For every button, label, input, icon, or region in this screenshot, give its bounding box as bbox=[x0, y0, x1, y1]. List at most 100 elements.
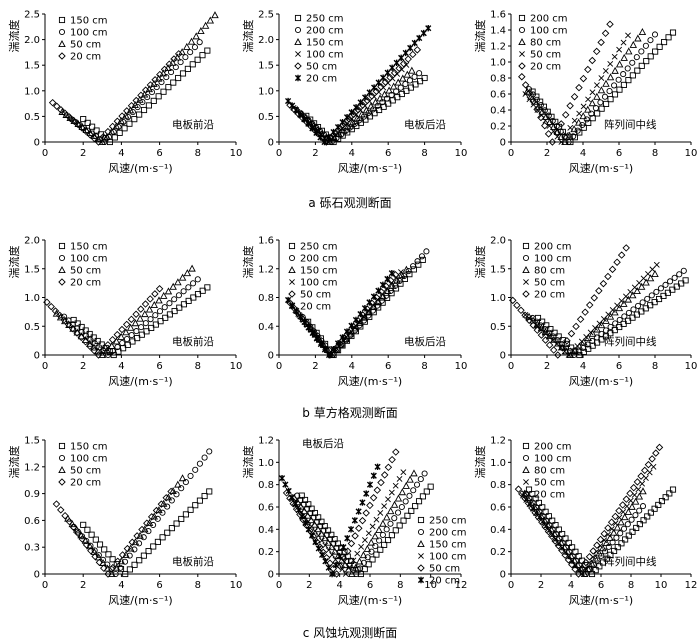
legend-marker bbox=[58, 254, 66, 262]
legend-label: 200 cm bbox=[300, 254, 338, 265]
data-point bbox=[578, 564, 586, 572]
y-tick-label: 0 bbox=[500, 351, 506, 362]
data-point bbox=[558, 139, 565, 145]
data-point bbox=[118, 325, 126, 334]
data-point bbox=[206, 488, 213, 495]
data-point bbox=[347, 539, 356, 548]
data-point bbox=[159, 499, 168, 507]
data-point bbox=[398, 66, 405, 73]
data-point bbox=[155, 296, 163, 304]
data-point bbox=[611, 308, 619, 316]
data-point bbox=[606, 533, 614, 541]
legend-label: 100 cm bbox=[306, 50, 344, 61]
data-point bbox=[134, 335, 141, 342]
data-point bbox=[607, 96, 614, 103]
data-point bbox=[359, 551, 368, 559]
data-point bbox=[667, 278, 674, 285]
data-point bbox=[118, 551, 127, 559]
x-tick-label: 0 bbox=[42, 580, 48, 591]
data-point bbox=[168, 525, 175, 532]
data-point bbox=[550, 128, 557, 135]
data-point bbox=[661, 39, 668, 46]
data-point bbox=[164, 287, 173, 295]
data-point bbox=[81, 338, 90, 346]
panel-title: 阵列间中线 bbox=[604, 555, 657, 568]
legend-label: 100 cm bbox=[300, 278, 338, 289]
x-axis-label: 风速/(m·s⁻¹) bbox=[338, 594, 402, 607]
legend-marker bbox=[288, 266, 296, 274]
data-point bbox=[395, 509, 402, 516]
data-point bbox=[620, 513, 629, 521]
data-point bbox=[117, 332, 125, 340]
data-point bbox=[425, 24, 432, 32]
series-80cm bbox=[523, 27, 647, 146]
data-point bbox=[409, 263, 417, 270]
series-20cm bbox=[52, 487, 175, 578]
legend-marker bbox=[417, 528, 425, 536]
x-tick-label: 10 bbox=[230, 361, 243, 372]
legend-marker bbox=[417, 576, 425, 584]
data-point bbox=[129, 108, 136, 116]
data-point bbox=[413, 46, 422, 54]
data-point bbox=[402, 81, 409, 88]
data-point bbox=[315, 545, 322, 552]
data-point bbox=[174, 480, 182, 488]
data-point bbox=[537, 98, 544, 105]
data-point bbox=[315, 532, 322, 539]
data-point bbox=[133, 532, 141, 540]
data-point bbox=[658, 498, 666, 505]
y-tick-label: 0.8 bbox=[490, 480, 506, 491]
data-point bbox=[325, 547, 332, 554]
data-point bbox=[86, 339, 94, 347]
y-tick-label: 2.0 bbox=[490, 236, 506, 247]
data-point bbox=[606, 73, 615, 81]
data-point bbox=[567, 138, 574, 146]
data-point bbox=[84, 526, 91, 533]
x-tick-label: 0 bbox=[508, 580, 514, 591]
data-point bbox=[374, 463, 381, 470]
data-point bbox=[549, 346, 558, 354]
data-point bbox=[682, 277, 689, 284]
data-point bbox=[137, 91, 145, 100]
data-point bbox=[635, 492, 644, 500]
data-point bbox=[333, 544, 340, 551]
data-point bbox=[585, 301, 594, 309]
data-point bbox=[544, 527, 553, 536]
data-point bbox=[415, 261, 422, 268]
data-point bbox=[346, 564, 353, 571]
series-20cm bbox=[518, 20, 614, 146]
data-point bbox=[366, 89, 373, 96]
data-point bbox=[77, 333, 86, 342]
data-point bbox=[608, 265, 617, 274]
data-point bbox=[150, 97, 157, 104]
data-point bbox=[647, 509, 654, 516]
data-point bbox=[628, 291, 637, 299]
legend-label: 150 cm bbox=[70, 16, 108, 27]
data-point bbox=[590, 294, 599, 302]
x-tick-label: 10 bbox=[455, 148, 468, 159]
data-point bbox=[604, 524, 612, 532]
data-point bbox=[131, 319, 140, 327]
x-axis-label: 风速/(m·s⁻¹) bbox=[569, 162, 633, 175]
data-point bbox=[301, 318, 308, 326]
data-point bbox=[137, 305, 145, 313]
data-point bbox=[163, 74, 170, 81]
data-point bbox=[398, 503, 405, 511]
data-point bbox=[633, 478, 642, 486]
data-point bbox=[633, 311, 640, 318]
data-point bbox=[381, 541, 388, 548]
data-point bbox=[166, 300, 173, 307]
y-tick-label: 1.2 bbox=[258, 436, 274, 447]
legend-marker bbox=[522, 266, 530, 274]
data-point bbox=[366, 313, 373, 321]
data-point bbox=[673, 283, 680, 290]
data-point bbox=[640, 517, 647, 524]
data-point bbox=[292, 500, 299, 507]
data-point bbox=[351, 517, 358, 524]
legend-label: 20 cm bbox=[70, 52, 101, 63]
data-point bbox=[680, 267, 687, 274]
data-point bbox=[194, 56, 201, 63]
data-point bbox=[613, 258, 621, 266]
